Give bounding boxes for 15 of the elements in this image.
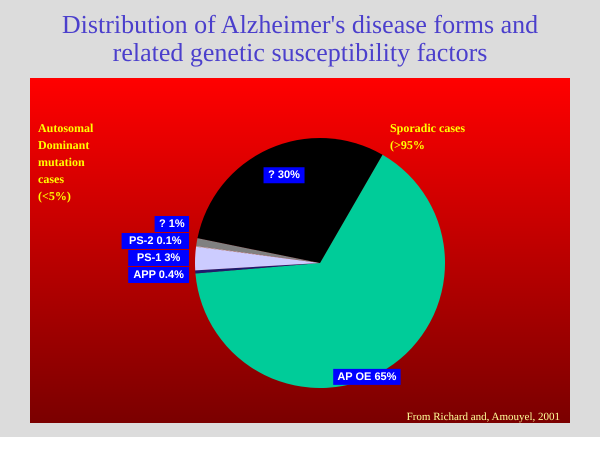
slice-label: APP 0.4% xyxy=(133,269,184,281)
text: Autosomal Dominant mutation cases (<5%) xyxy=(38,121,94,203)
text: Sporadic cases (>95% xyxy=(390,121,466,152)
pie-slice xyxy=(195,263,320,274)
slice-label: PS-2 0.1% xyxy=(129,235,182,247)
chart-title: Distribution of Alzheimer's disease forms and related genetic susceptibility factors xyxy=(62,10,538,67)
pie-slice xyxy=(195,246,320,270)
pie-slice xyxy=(195,154,445,388)
pie-slice xyxy=(197,138,382,263)
pie-slice xyxy=(196,238,320,263)
slice-label: AP OE 65% xyxy=(337,370,397,383)
text: From Richard and, Amouyel, 2001 xyxy=(406,411,560,423)
slice-label: PS-1 3% xyxy=(136,252,181,264)
slice-label: ? 1% xyxy=(158,218,185,230)
slice-label: ? 30% xyxy=(268,169,300,182)
